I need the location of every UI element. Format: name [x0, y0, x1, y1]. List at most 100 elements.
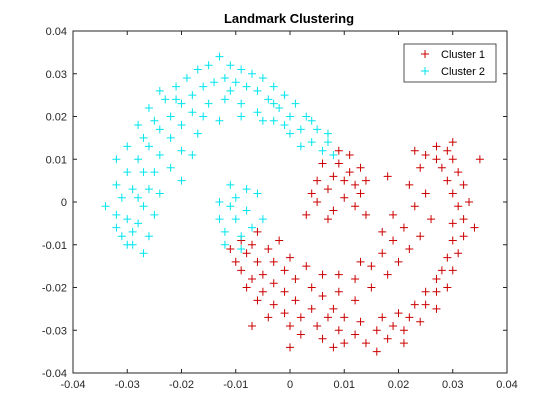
data-point — [340, 313, 349, 322]
legend-marker-plus — [421, 67, 429, 75]
data-point — [128, 185, 137, 194]
data-point — [367, 283, 376, 292]
data-point — [437, 266, 446, 275]
data-point — [226, 202, 235, 211]
x-tick-label: 0.02 — [388, 379, 409, 391]
data-point — [394, 257, 403, 266]
data-point — [416, 232, 425, 241]
data-point — [193, 65, 202, 74]
data-point — [432, 155, 441, 164]
data-point — [448, 189, 457, 198]
data-point — [258, 215, 267, 224]
data-point — [139, 249, 148, 258]
y-tick-label: 0 — [61, 197, 67, 209]
data-point — [286, 343, 294, 352]
data-point — [351, 180, 360, 189]
data-point — [378, 249, 387, 258]
data-point — [410, 146, 419, 155]
data-point — [220, 74, 229, 83]
data-point — [405, 313, 414, 322]
data-point — [166, 133, 175, 142]
data-point — [112, 210, 121, 219]
data-point — [291, 99, 300, 108]
data-point — [351, 296, 360, 305]
data-point — [123, 240, 132, 249]
data-point — [237, 112, 246, 121]
data-point — [351, 202, 360, 211]
data-point — [302, 210, 311, 219]
data-point — [307, 283, 316, 292]
data-point — [210, 78, 219, 87]
data-point — [269, 257, 278, 266]
data-point — [161, 95, 170, 104]
y-tick-label: -0.01 — [42, 240, 67, 252]
data-point — [215, 52, 224, 61]
data-point — [378, 313, 387, 322]
axes-box — [72, 30, 508, 374]
data-point — [139, 133, 148, 142]
data-point — [361, 176, 370, 185]
data-point — [220, 95, 229, 104]
data-point — [454, 168, 463, 177]
data-point — [307, 138, 316, 147]
data-point — [253, 108, 262, 117]
data-point — [231, 215, 240, 224]
data-point — [112, 180, 121, 189]
data-point — [356, 189, 365, 198]
data-point — [280, 121, 289, 130]
data-point — [226, 86, 235, 95]
data-point — [264, 245, 273, 254]
data-point — [215, 116, 224, 125]
data-point — [231, 78, 240, 87]
data-point — [296, 142, 305, 151]
data-point — [351, 330, 360, 339]
data-point — [117, 193, 126, 202]
data-point — [383, 172, 392, 181]
data-point — [318, 270, 327, 279]
data-point — [329, 304, 338, 313]
y-tick-label: 0.04 — [46, 26, 67, 38]
data-point — [432, 142, 441, 151]
data-point — [448, 155, 457, 164]
chart-title: Landmark Clustering — [224, 11, 354, 26]
data-point — [166, 112, 175, 121]
data-point — [323, 313, 332, 322]
data-point — [296, 313, 305, 322]
data-point — [226, 245, 235, 254]
data-point — [248, 69, 257, 78]
data-point — [242, 249, 251, 258]
data-point — [182, 74, 191, 83]
data-point — [231, 257, 240, 266]
data-point — [177, 99, 186, 108]
data-point — [351, 274, 360, 283]
y-tick-label: 0.01 — [46, 154, 67, 166]
data-point — [323, 215, 332, 224]
data-point — [177, 121, 186, 130]
data-point — [144, 142, 153, 151]
data-point — [242, 82, 251, 91]
data-point — [237, 99, 246, 108]
legend-item-cluster-2: Cluster 2 — [421, 66, 485, 78]
data-point — [134, 193, 143, 202]
legend-marker-cluster-2 — [421, 67, 429, 75]
data-point — [432, 287, 441, 296]
data-point — [139, 168, 148, 177]
data-point — [258, 116, 267, 125]
data-point — [356, 257, 365, 266]
data-point — [405, 245, 414, 254]
data-point — [318, 292, 327, 301]
data-point — [280, 309, 289, 318]
data-point — [220, 227, 229, 236]
data-point — [286, 321, 294, 330]
data-point — [248, 274, 257, 283]
data-point — [269, 82, 278, 91]
data-point — [318, 159, 327, 168]
data-point — [432, 274, 441, 283]
data-point — [329, 172, 338, 181]
data-point — [421, 189, 430, 198]
data-point — [378, 227, 387, 236]
data-point — [177, 176, 186, 185]
data-point — [134, 121, 143, 130]
data-point — [459, 232, 468, 241]
